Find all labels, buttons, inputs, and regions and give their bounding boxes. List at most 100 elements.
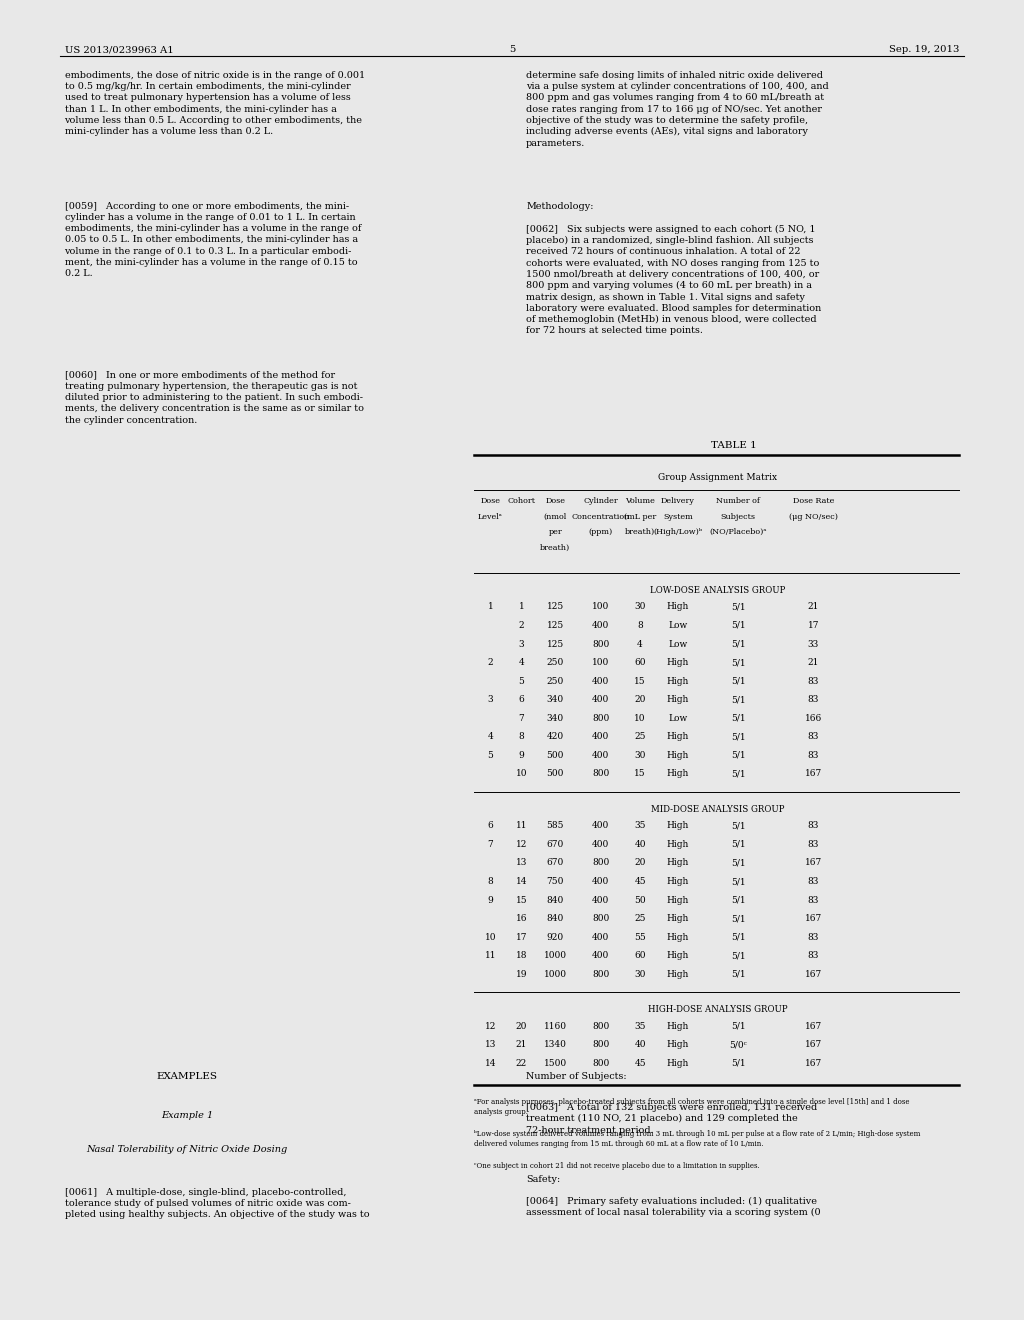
Text: 400: 400	[592, 876, 609, 886]
Text: 7: 7	[518, 714, 524, 723]
Text: 5/1: 5/1	[731, 952, 745, 960]
Text: per: per	[549, 528, 562, 536]
Text: High: High	[667, 876, 689, 886]
Text: Low: Low	[669, 639, 687, 648]
Text: 1: 1	[487, 602, 494, 611]
Text: High: High	[667, 840, 689, 849]
Text: 800: 800	[592, 970, 609, 979]
Text: High: High	[667, 1059, 689, 1068]
Text: 5/1: 5/1	[731, 876, 745, 886]
Text: [0061]   A multiple-dose, single-blind, placebo-controlled,
tolerance study of p: [0061] A multiple-dose, single-blind, pl…	[65, 1188, 369, 1218]
Text: 1500: 1500	[544, 1059, 567, 1068]
Text: 5: 5	[518, 677, 524, 685]
Text: 167: 167	[805, 858, 822, 867]
Text: 400: 400	[592, 733, 609, 742]
Text: 840: 840	[547, 895, 564, 904]
Text: ᶜOne subject in cohort 21 did not receive placebo due to a limitation in supplie: ᶜOne subject in cohort 21 did not receiv…	[474, 1162, 760, 1170]
Text: 83: 83	[808, 952, 819, 960]
Text: Number of: Number of	[716, 498, 760, 506]
Text: 5: 5	[509, 45, 515, 54]
Text: 5/1: 5/1	[731, 933, 745, 941]
Text: 60: 60	[635, 659, 646, 667]
Text: 35: 35	[635, 1022, 646, 1031]
Text: 11: 11	[484, 952, 496, 960]
Text: 670: 670	[547, 840, 564, 849]
Text: 20: 20	[635, 858, 646, 867]
Text: High: High	[667, 915, 689, 923]
Text: HIGH-DOSE ANALYSIS GROUP: HIGH-DOSE ANALYSIS GROUP	[647, 1005, 787, 1014]
Text: 167: 167	[805, 915, 822, 923]
Text: 5/1: 5/1	[731, 620, 745, 630]
Text: Safety:: Safety:	[526, 1175, 560, 1184]
Text: 1000: 1000	[544, 970, 567, 979]
Text: 400: 400	[592, 620, 609, 630]
Text: 50: 50	[634, 895, 646, 904]
Text: 840: 840	[547, 915, 564, 923]
Text: 250: 250	[547, 659, 564, 667]
Text: 167: 167	[805, 1059, 822, 1068]
Text: 9: 9	[487, 895, 494, 904]
Text: 800: 800	[592, 1022, 609, 1031]
Text: 500: 500	[547, 751, 564, 760]
Text: 800: 800	[592, 770, 609, 779]
Text: 16: 16	[516, 915, 527, 923]
Text: 5/1: 5/1	[731, 1059, 745, 1068]
Text: 5/1: 5/1	[731, 770, 745, 779]
Text: (mL per: (mL per	[624, 512, 656, 521]
Text: 5/1: 5/1	[731, 821, 745, 830]
Text: 4: 4	[518, 659, 524, 667]
Text: Delivery: Delivery	[660, 498, 694, 506]
Text: 800: 800	[592, 858, 609, 867]
Text: [0064]   Primary safety evaluations included: (1) qualitative
assessment of loca: [0064] Primary safety evaluations includ…	[526, 1196, 821, 1217]
Text: High: High	[667, 952, 689, 960]
Text: 11: 11	[516, 821, 527, 830]
Text: Example 1: Example 1	[161, 1110, 213, 1119]
Text: 10: 10	[516, 770, 527, 779]
Text: 83: 83	[808, 677, 819, 685]
Text: 3: 3	[518, 639, 524, 648]
Text: High: High	[667, 733, 689, 742]
Text: 340: 340	[547, 714, 564, 723]
Text: 30: 30	[635, 602, 646, 611]
Text: [0063]   A total of 132 subjects were enrolled, 131 received
treatment (110 NO, : [0063] A total of 132 subjects were enro…	[526, 1104, 817, 1135]
Text: 5: 5	[487, 751, 494, 760]
Text: 22: 22	[516, 1059, 527, 1068]
Text: Concentration: Concentration	[571, 512, 630, 521]
Text: 400: 400	[592, 696, 609, 704]
Text: High: High	[667, 858, 689, 867]
Text: 5/1: 5/1	[731, 970, 745, 979]
Text: 83: 83	[808, 751, 819, 760]
Text: Subjects: Subjects	[721, 512, 756, 521]
Text: determine safe dosing limits of inhaled nitric oxide delivered
via a pulse syste: determine safe dosing limits of inhaled …	[526, 71, 828, 148]
Text: High: High	[667, 1040, 689, 1049]
Text: High: High	[667, 751, 689, 760]
Text: breath): breath)	[541, 544, 570, 552]
Text: 5/1: 5/1	[731, 714, 745, 723]
Text: 35: 35	[635, 821, 646, 830]
Text: 33: 33	[808, 639, 819, 648]
Text: 4: 4	[487, 733, 494, 742]
Text: 167: 167	[805, 1022, 822, 1031]
Text: Dose: Dose	[480, 498, 501, 506]
Text: 5/1: 5/1	[731, 602, 745, 611]
Text: Group Assignment Matrix: Group Assignment Matrix	[657, 473, 777, 482]
Text: High: High	[667, 659, 689, 667]
Text: 2: 2	[487, 659, 494, 667]
Text: 125: 125	[547, 639, 564, 648]
Text: System: System	[663, 512, 692, 521]
Text: 5/1: 5/1	[731, 895, 745, 904]
Text: 5/1: 5/1	[731, 659, 745, 667]
Text: 10: 10	[484, 933, 496, 941]
Text: 400: 400	[592, 895, 609, 904]
Text: 10: 10	[635, 714, 646, 723]
Text: 12: 12	[484, 1022, 496, 1031]
Text: High: High	[667, 895, 689, 904]
Text: (nmol: (nmol	[544, 512, 567, 521]
Text: 60: 60	[635, 952, 646, 960]
Text: 20: 20	[516, 1022, 527, 1031]
Text: breath): breath)	[625, 528, 655, 536]
Text: 15: 15	[516, 895, 527, 904]
Text: 166: 166	[805, 714, 822, 723]
Text: 167: 167	[805, 1040, 822, 1049]
Text: 83: 83	[808, 696, 819, 704]
